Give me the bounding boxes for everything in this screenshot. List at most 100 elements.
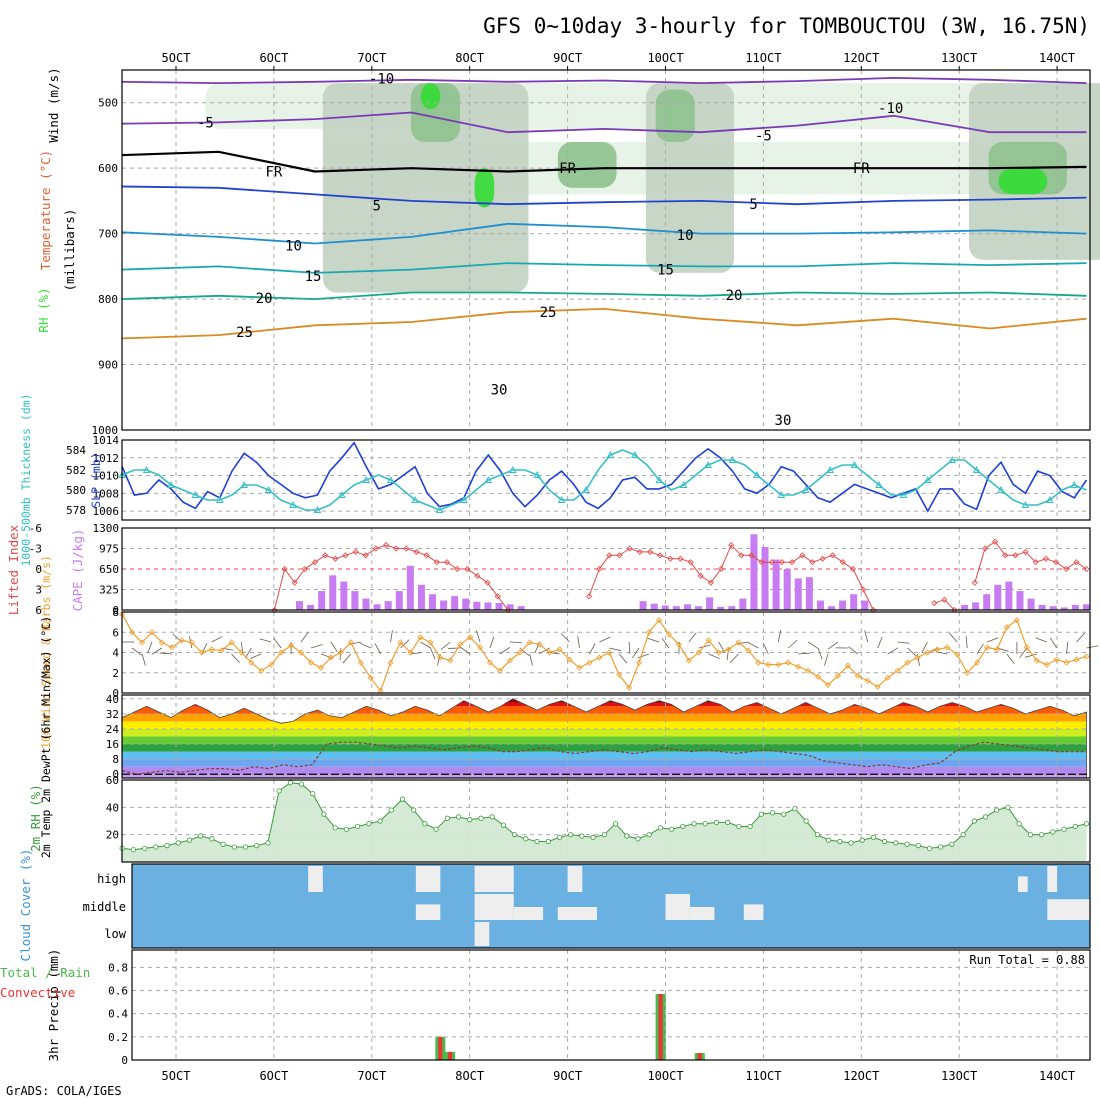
cloud-bg — [132, 864, 1090, 948]
rh-marker — [971, 818, 977, 824]
cloud-cell — [415, 904, 441, 920]
rh-marker — [646, 832, 652, 838]
thickness-marker — [630, 450, 639, 458]
slp-line — [121, 441, 1088, 513]
date-label-top: 7OCT — [357, 51, 386, 65]
cape-bar — [484, 602, 492, 610]
wind-speed-marker — [874, 683, 881, 690]
wind-speed-marker — [1033, 657, 1040, 664]
rh-marker — [635, 836, 641, 842]
wind-speed-marker — [1003, 624, 1011, 631]
temp-tick: 16 — [106, 738, 119, 751]
thickness-marker — [289, 500, 297, 508]
isotherm-label: FR — [559, 161, 576, 177]
slp-tick: 1014 — [93, 434, 120, 447]
wind-speed-marker — [198, 649, 205, 656]
ylabel-cape: CAPE (J/kg) — [70, 529, 85, 612]
cape-bar — [517, 606, 525, 610]
rh-marker — [242, 844, 249, 850]
cape-bar — [761, 546, 769, 610]
isotherm-label: 30 — [775, 413, 792, 429]
rh-marker — [220, 841, 226, 847]
wind-speed-marker — [735, 639, 742, 646]
wind-speed-marker — [278, 649, 285, 656]
isotherm-label: 5 — [372, 198, 380, 214]
wind-speed-marker — [765, 661, 772, 668]
precip-conv-bar — [448, 1051, 453, 1060]
wind-barb — [848, 646, 859, 655]
cape-bar — [340, 581, 348, 610]
date-label-top: 11OCT — [745, 51, 781, 65]
li-marker — [1042, 555, 1049, 562]
isotherm-label: 20 — [726, 288, 743, 304]
thickness-marker — [1070, 480, 1079, 488]
pressure-tick: 1000 — [92, 424, 119, 437]
wind-speed-marker — [1023, 644, 1030, 651]
rh-marker — [870, 834, 877, 841]
li-marker — [474, 572, 481, 579]
rh-marker — [668, 826, 675, 832]
wind-speed-marker — [129, 629, 136, 636]
ylabel-precip-conv: Convective — [0, 985, 75, 1000]
li-marker — [789, 559, 796, 566]
panel-frame — [121, 694, 1091, 779]
wind-speed-marker — [268, 661, 275, 668]
pressure-tick: 700 — [98, 228, 118, 241]
ylabel-precip: 3hr Precip (mm) — [46, 949, 61, 1062]
cape-bar — [706, 597, 714, 610]
thickness-marker — [240, 480, 249, 488]
dewpoint-line — [122, 741, 1087, 775]
cloud-cover-panel: high middle low Cloud Cover (%) — [18, 849, 1092, 961]
li-marker — [586, 593, 593, 600]
li-marker — [342, 552, 349, 559]
precip-conv-bar — [438, 1036, 443, 1060]
wind-barb — [1035, 637, 1047, 643]
wind-speed-marker — [228, 639, 235, 646]
date-label-bottom: 7OCT — [357, 1069, 386, 1083]
thickness-marker — [167, 480, 175, 488]
temp-tick: 0 — [112, 768, 119, 781]
thickness-tick: 584 — [66, 444, 86, 457]
rh-marker — [926, 845, 933, 851]
wind-speed-marker — [914, 654, 921, 661]
wind-speed-marker — [894, 667, 901, 674]
wind-barb — [359, 642, 371, 649]
rh-marker — [938, 844, 944, 850]
wind-speed-marker — [755, 659, 762, 666]
wind-speed-marker — [387, 659, 394, 666]
wind-speed-marker — [1073, 656, 1080, 663]
rh-marker — [321, 811, 327, 817]
wind-speed-marker — [715, 649, 722, 656]
cape-bar — [362, 598, 370, 610]
wind-speed-marker — [178, 637, 185, 644]
rh-marker — [736, 823, 742, 830]
cape-bar — [351, 591, 359, 610]
thickness-tick: 580 — [66, 484, 86, 497]
wind-barb — [824, 653, 829, 666]
wind-barb — [151, 647, 163, 655]
wind-barb — [400, 639, 410, 649]
panel-frame — [121, 527, 1091, 611]
wind-speed-marker — [1043, 661, 1050, 668]
rh-marker — [411, 807, 417, 813]
wind-barb — [131, 647, 142, 656]
rh-region — [474, 168, 495, 208]
rh-marker — [803, 818, 809, 824]
wind-speed-marker — [834, 672, 842, 679]
cape-tick: 1300 — [93, 522, 120, 535]
cape-bar — [750, 534, 758, 610]
li-marker — [403, 545, 410, 552]
rh-marker — [758, 811, 764, 817]
li-marker — [464, 565, 471, 573]
wind-barb — [921, 641, 928, 653]
rh-marker — [994, 807, 1000, 813]
rh-marker — [355, 823, 361, 830]
li-marker — [677, 555, 684, 562]
wind-speed-marker — [496, 667, 503, 674]
rh-marker — [377, 818, 383, 824]
thickness-tick: 578 — [66, 504, 86, 517]
li-line — [934, 599, 955, 611]
ylabel-li: Lifted Index — [6, 524, 21, 615]
wind-barb — [747, 642, 759, 649]
